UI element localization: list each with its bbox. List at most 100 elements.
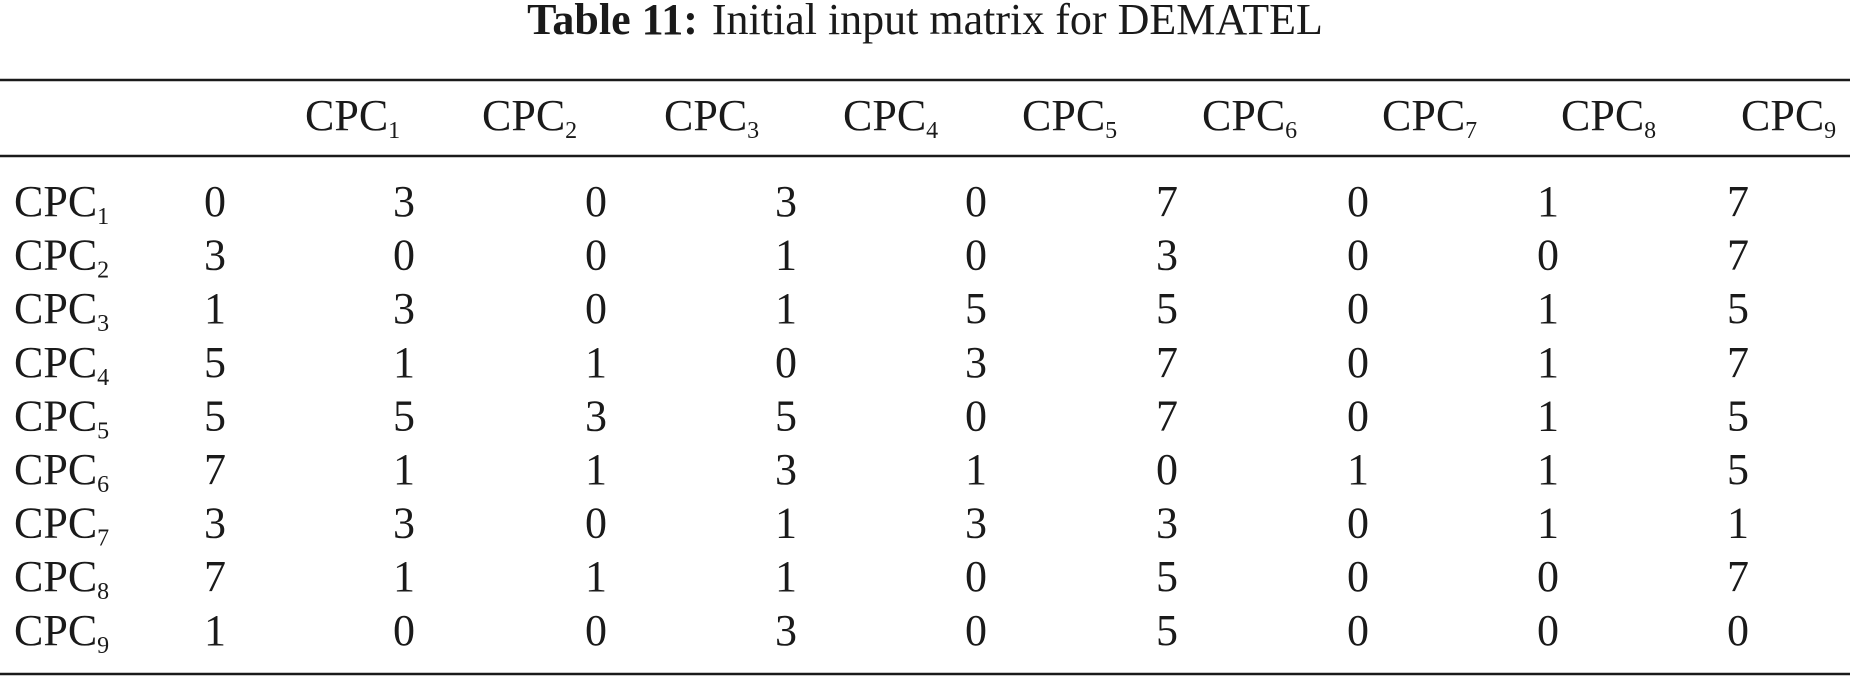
cell-value: 3	[965, 338, 987, 387]
cell-value: 5	[1156, 552, 1178, 601]
column-header: CPC1	[305, 91, 400, 144]
column-header-base: CPC	[1741, 91, 1824, 140]
cell-value: 0	[1347, 231, 1369, 280]
cell-value: 0	[1727, 606, 1749, 655]
row-header-sub: 5	[97, 418, 109, 444]
cell-value: 0	[1347, 284, 1369, 333]
cell-value: 1	[1537, 499, 1559, 548]
cell-value: 0	[204, 177, 226, 226]
cell-value: 0	[585, 177, 607, 226]
caption-label: Table 11:	[527, 0, 698, 44]
cell-value: 7	[204, 445, 226, 494]
cell-value: 1	[1537, 177, 1559, 226]
column-header: CPC5	[1022, 91, 1117, 144]
column-header: CPC8	[1561, 91, 1656, 144]
cell-value: 0	[965, 231, 987, 280]
row-header-base: CPC	[14, 231, 97, 280]
row-header-sub: 4	[97, 365, 109, 391]
row-header: CPC5	[14, 391, 109, 444]
column-header: CPC9	[1741, 91, 1836, 144]
cell-value: 1	[393, 338, 415, 387]
cell-value: 3	[1156, 499, 1178, 548]
cell-value: 3	[585, 391, 607, 440]
cell-value: 0	[585, 231, 607, 280]
row-header-base: CPC	[14, 284, 97, 333]
cell-value: 1	[1537, 391, 1559, 440]
cell-value: 0	[1347, 338, 1369, 387]
cell-value: 0	[1537, 552, 1559, 601]
row-header: CPC1	[14, 177, 109, 230]
column-header-sub: 2	[565, 118, 577, 144]
cell-value: 7	[1727, 177, 1749, 226]
cell-value: 5	[1156, 606, 1178, 655]
cell-value: 5	[1727, 391, 1749, 440]
cell-value: 1	[585, 338, 607, 387]
cell-value: 0	[1347, 177, 1369, 226]
column-header: CPC2	[482, 91, 577, 144]
cell-value: 0	[965, 177, 987, 226]
row-header-base: CPC	[14, 445, 97, 494]
cell-value: 5	[393, 391, 415, 440]
column-header-base: CPC	[664, 91, 747, 140]
cell-value: 3	[965, 499, 987, 548]
cell-value: 1	[1537, 284, 1559, 333]
cell-value: 1	[1537, 338, 1559, 387]
cell-value: 3	[775, 606, 797, 655]
row-header-sub: 1	[97, 204, 109, 230]
column-header: CPC6	[1202, 91, 1297, 144]
row-header-sub: 7	[97, 526, 109, 552]
cell-value: 7	[1727, 552, 1749, 601]
column-header: CPC3	[664, 91, 759, 144]
row-header-base: CPC	[14, 391, 97, 440]
cell-value: 5	[204, 391, 226, 440]
cell-value: 1	[775, 284, 797, 333]
cell-value: 3	[393, 499, 415, 548]
cell-value: 1	[393, 445, 415, 494]
row-header: CPC6	[14, 445, 109, 498]
column-header-sub: 8	[1644, 118, 1656, 144]
cell-value: 0	[1537, 606, 1559, 655]
column-header-sub: 1	[388, 118, 400, 144]
row-header: CPC3	[14, 284, 109, 337]
column-header: CPC7	[1382, 91, 1477, 144]
row-header-sub: 6	[97, 472, 109, 498]
row-header-base: CPC	[14, 338, 97, 387]
cell-value: 5	[1156, 284, 1178, 333]
cell-value: 3	[393, 177, 415, 226]
cell-value: 1	[1537, 445, 1559, 494]
column-header-base: CPC	[1202, 91, 1285, 140]
row-header-sub: 8	[97, 579, 109, 605]
cell-value: 0	[965, 606, 987, 655]
row-header-base: CPC	[14, 552, 97, 601]
cell-value: 5	[1727, 445, 1749, 494]
cell-value: 0	[585, 606, 607, 655]
cell-value: 3	[775, 445, 797, 494]
row-header-base: CPC	[14, 606, 97, 655]
cell-value: 1	[965, 445, 987, 494]
row-header-base: CPC	[14, 177, 97, 226]
column-header-sub: 7	[1465, 118, 1477, 144]
cell-value: 7	[1727, 231, 1749, 280]
row-header: CPC4	[14, 338, 109, 391]
cell-value: 0	[1347, 606, 1369, 655]
cell-value: 0	[1537, 231, 1559, 280]
cell-value: 0	[393, 231, 415, 280]
cell-value: 0	[585, 284, 607, 333]
cell-value: 1	[1727, 499, 1749, 548]
cell-value: 1	[204, 606, 226, 655]
cell-value: 5	[965, 284, 987, 333]
column-header-base: CPC	[1561, 91, 1644, 140]
cell-value: 5	[204, 338, 226, 387]
cell-value: 1	[585, 552, 607, 601]
caption-text: Initial input matrix for DEMATEL	[712, 0, 1323, 44]
cell-value: 1	[775, 499, 797, 548]
column-header-sub: 3	[747, 118, 759, 144]
row-header: CPC2	[14, 231, 109, 284]
cell-value: 1	[204, 284, 226, 333]
column-header-base: CPC	[305, 91, 388, 140]
row-header-sub: 2	[97, 258, 109, 284]
cell-value: 0	[393, 606, 415, 655]
column-header-base: CPC	[1382, 91, 1465, 140]
